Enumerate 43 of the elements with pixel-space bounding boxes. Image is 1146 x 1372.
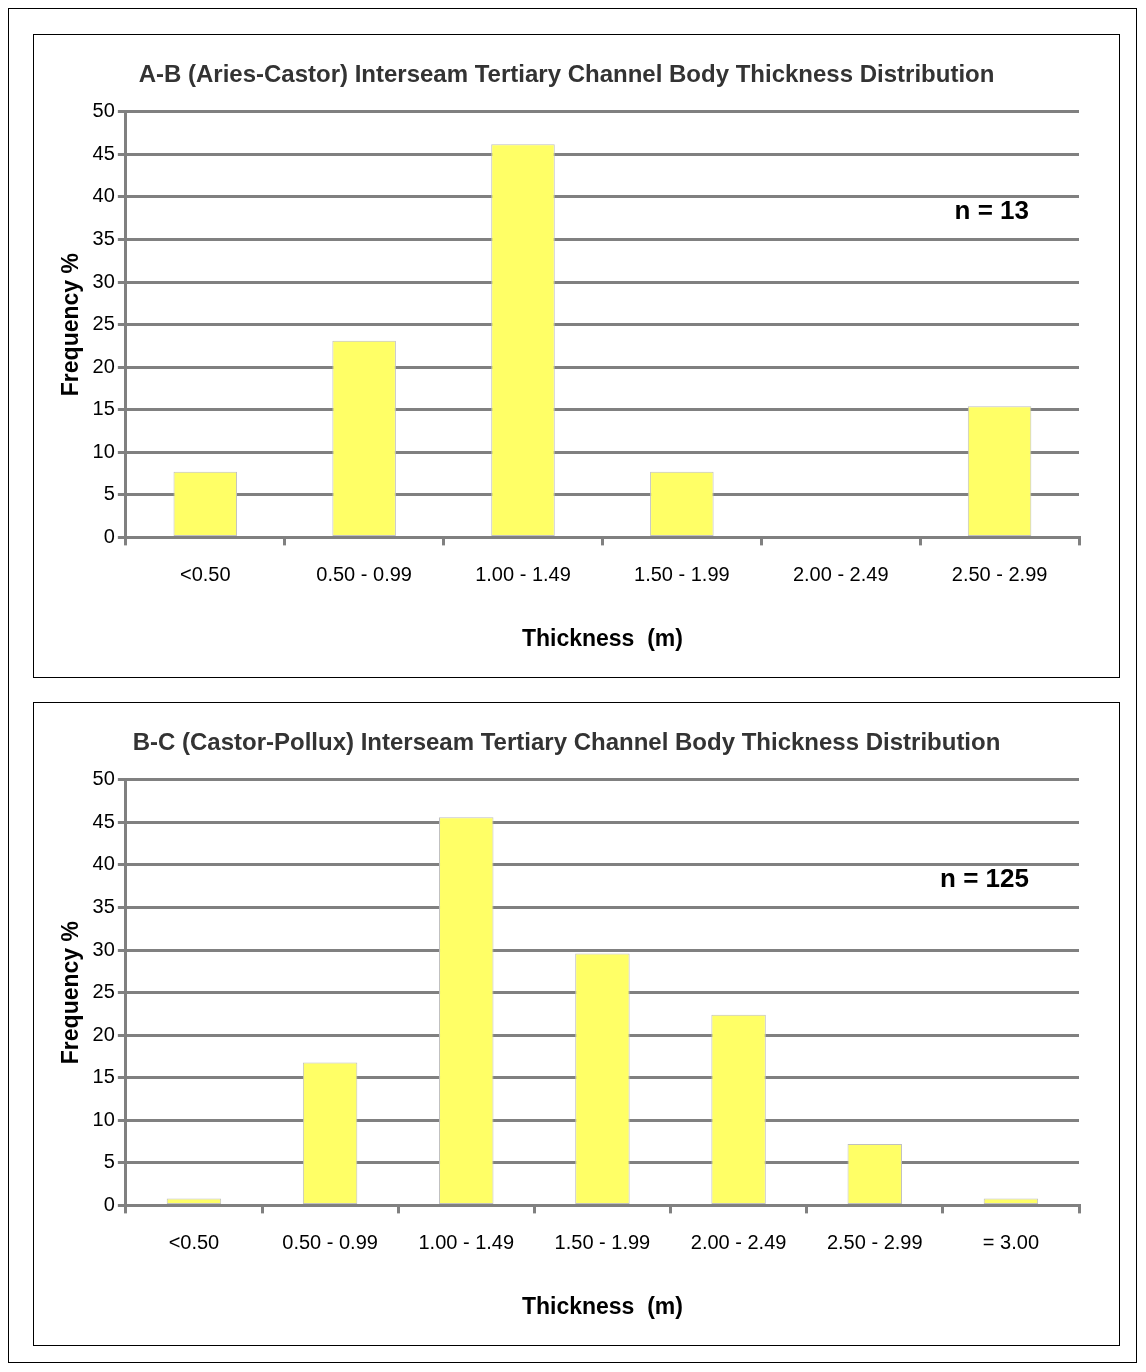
x-axis-title: Thickness (m) bbox=[521, 624, 683, 651]
y-tick-label: 45 bbox=[92, 809, 115, 832]
y-tick-label: 50 bbox=[92, 767, 115, 790]
y-tick-label: 20 bbox=[92, 354, 115, 377]
x-tick-label: <0.50 bbox=[179, 562, 231, 585]
x-axis-title: Thickness (m) bbox=[521, 1292, 683, 1319]
x-tick-label: <0.50 bbox=[168, 1230, 220, 1253]
y-tick-label: 0 bbox=[103, 1192, 115, 1215]
y-tick-label: 40 bbox=[92, 184, 115, 207]
y-tick-label: 25 bbox=[92, 312, 115, 335]
x-tick-label: 1.00 - 1.49 bbox=[475, 562, 571, 585]
x-tick-label: 2.50 - 2.99 bbox=[951, 562, 1048, 585]
x-tick-label: 1.00 - 1.49 bbox=[418, 1230, 515, 1253]
y-tick-label: 5 bbox=[103, 482, 115, 505]
chart-title: A-B (Aries-Castor) Interseam Tertiary Channel Body Thickness Distribution bbox=[138, 60, 995, 88]
y-tick-label: 25 bbox=[92, 980, 115, 1003]
y-tick-label: 15 bbox=[92, 1065, 115, 1088]
y-tick-label: 15 bbox=[92, 397, 115, 420]
annotation: n = 13 bbox=[954, 194, 1029, 225]
y-tick-label: 5 bbox=[103, 1150, 115, 1173]
x-tick-label: 2.00 - 2.49 bbox=[690, 1230, 787, 1253]
x-tick-label: 0.50 - 0.99 bbox=[316, 562, 412, 585]
y-tick-label: 10 bbox=[92, 1107, 115, 1130]
x-tick-label: 1.50 - 1.99 bbox=[634, 562, 730, 585]
x-tick-label: = 3.00 bbox=[982, 1230, 1039, 1253]
y-tick-label: 0 bbox=[103, 524, 115, 547]
x-tick-label: 2.50 - 2.99 bbox=[826, 1230, 923, 1253]
y-tick-label: 40 bbox=[92, 852, 115, 875]
y-tick-label: 30 bbox=[92, 269, 115, 292]
y-tick-label: 50 bbox=[92, 99, 115, 122]
y-axis-title: Frequency % bbox=[57, 253, 84, 397]
y-tick-label: 35 bbox=[92, 895, 115, 917]
y-tick-label: 35 bbox=[92, 227, 115, 249]
y-tick-label: 20 bbox=[92, 1022, 115, 1045]
y-tick-label: 30 bbox=[92, 937, 115, 960]
x-tick-label: 1.50 - 1.99 bbox=[554, 1230, 651, 1253]
annotation: n = 125 bbox=[940, 862, 1029, 893]
y-tick-label: 10 bbox=[92, 439, 115, 462]
chart-title: B-C (Castor-Pollux) Interseam Tertiary Channel Body Thickness Distribution bbox=[132, 728, 1001, 756]
x-tick-label: 2.00 - 2.49 bbox=[792, 562, 889, 585]
x-tick-label: 0.50 - 0.99 bbox=[282, 1230, 378, 1253]
y-tick-label: 45 bbox=[92, 141, 115, 164]
y-axis-title: Frequency % bbox=[57, 921, 84, 1065]
